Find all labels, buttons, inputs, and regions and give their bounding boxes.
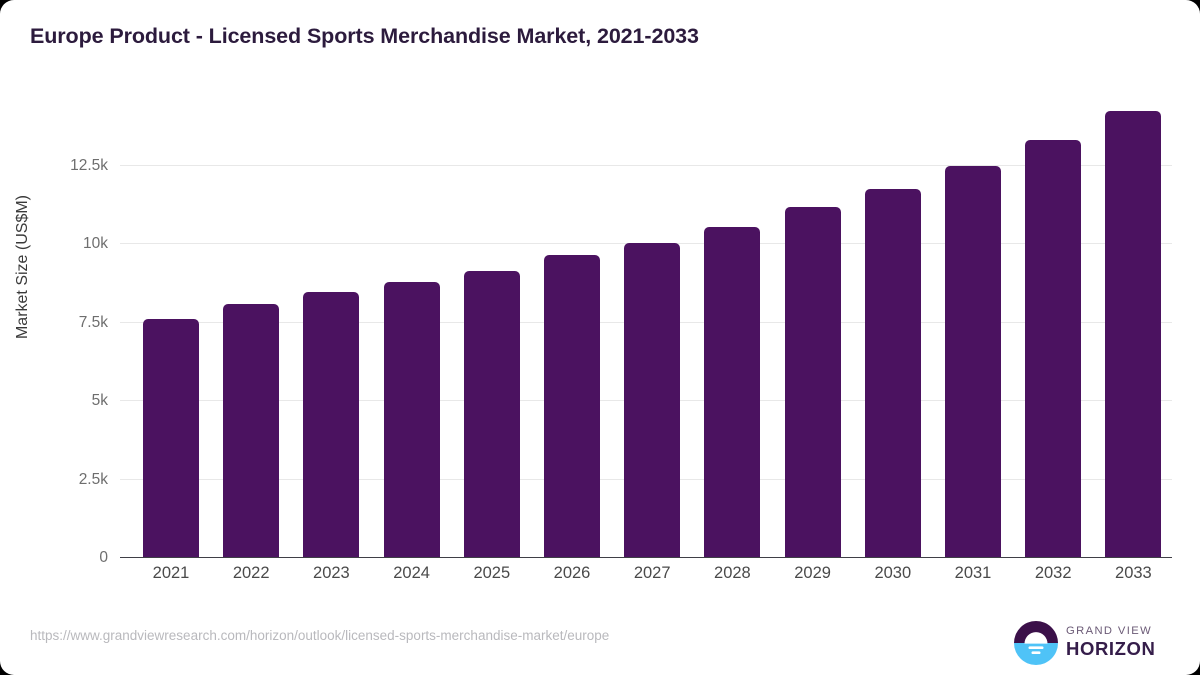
bar[interactable] [1025,139,1082,558]
x-tick-label: 2029 [794,564,831,582]
bar[interactable] [463,271,520,558]
y-tick-label: 0 [99,549,108,566]
x-axis-line [120,556,1172,558]
bar[interactable] [544,255,600,558]
x-tick-label: 2033 [1115,564,1152,582]
logo-grand-view-text: GRAND VIEW [1066,625,1153,637]
x-tick-label: 2028 [714,564,751,582]
bar[interactable] [704,227,761,558]
y-tick-label: 5k [91,392,108,410]
bar[interactable] [784,207,841,558]
bar[interactable] [303,292,360,558]
x-tick-label: 2032 [1034,564,1072,582]
bar[interactable] [223,303,280,558]
x-tick-label: 2023 [313,564,350,582]
x-tick-label: 2031 [954,564,992,582]
gridline [120,165,1172,166]
y-tick-label: 7.5k [78,313,108,331]
bar[interactable] [864,188,921,558]
plot-area: 2021 2022 2023 2024 2025 2026 2027 2028 2029 2030… [120,90,1172,582]
bar[interactable] [1105,111,1162,558]
x-tick-label: 2025 [473,564,511,582]
y-tick-label: 10k [83,235,108,253]
x-tick-label: 2027 [633,564,671,582]
x-tick-label: 2024 [393,564,430,582]
bar[interactable] [624,243,681,558]
bar[interactable] [383,282,440,558]
x-tick-label: 2030 [874,564,912,582]
logo-horizon-text: HORIZON [1066,638,1156,659]
y-axis-title: Market Size (US$M) [14,194,31,340]
horizon-sun-icon [1014,621,1058,665]
x-tick-label: 2021 [152,564,190,582]
bar[interactable] [143,319,199,558]
y-axis-tick-labels: 0 2.5k 5k 7.5k 10k 12.5k [0,90,108,566]
logo-wordmark: GRAND VIEW HORIZON [1066,624,1174,659]
y-tick-label: 2.5k [78,470,108,488]
bar[interactable] [945,166,1001,558]
x-tick-label: 2022 [232,564,270,582]
page-title: Europe Product - Licensed Sports Merchan… [30,24,699,48]
grand-view-horizon-logo[interactable]: GRAND VIEW HORIZON [1014,619,1172,669]
y-tick-label: 12.5k [70,157,108,174]
x-tick-label: 2026 [553,564,591,582]
source-url[interactable]: https://www.grandviewresearch.com/horizo… [30,628,610,643]
